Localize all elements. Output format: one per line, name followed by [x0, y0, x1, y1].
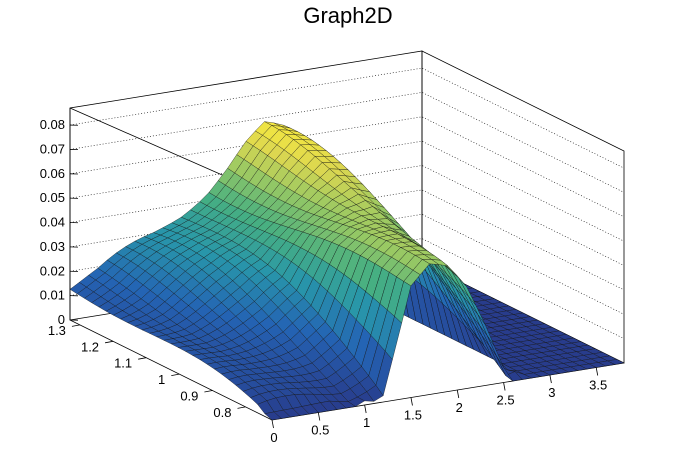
z-tick-label: 0.04	[40, 215, 65, 230]
x-tick-label: 2.5	[497, 393, 515, 408]
x-tick-mark	[595, 367, 599, 376]
y-tick-label: 1.3	[48, 323, 66, 338]
x-tick-label: 3	[548, 385, 555, 400]
z-tick-label: 0.01	[40, 288, 65, 303]
x-tick-mark	[317, 412, 321, 421]
surface-cell	[264, 411, 282, 421]
y-tick-mark	[204, 390, 213, 393]
z-tick-label: 0.02	[40, 263, 65, 278]
x-tick-mark	[271, 419, 274, 429]
z-grid-line	[69, 67, 625, 169]
y-tick-label: 0.9	[180, 388, 198, 403]
x-axis: 0 0.5 1 1.5 2 2.5 3 3.5	[270, 367, 607, 445]
z-tick-label: 0.07	[40, 141, 65, 156]
y-tick-label: 0.8	[213, 405, 231, 420]
x-tick-mark	[364, 404, 367, 414]
x-tick-label: 2	[456, 400, 463, 415]
x-tick-mark	[456, 389, 460, 399]
z-tick-label: 0.03	[40, 239, 65, 254]
y-tick-mark	[138, 357, 147, 360]
x-tick-mark	[410, 397, 413, 406]
chart-title: Graph2D	[303, 3, 392, 28]
y-tick-mark	[237, 406, 246, 409]
y-tick-label: 1.2	[81, 339, 99, 354]
y-tick-mark	[171, 373, 180, 376]
z-tick-label: 0.05	[40, 190, 65, 205]
x-tick-label: 0.5	[311, 423, 329, 438]
surface-mesh	[69, 121, 625, 421]
x-tick-label: 0	[270, 430, 277, 445]
x-tick-mark	[503, 382, 506, 391]
y-tick-label: 1	[158, 372, 165, 387]
z-tick-label: 0.08	[40, 117, 65, 132]
z-tick-label: 0	[58, 312, 65, 327]
y-axis: 0.8 0.9 1 1.1 1.2 1.3	[48, 323, 246, 420]
y-axis-line	[69, 319, 273, 421]
x-tick-label: 1	[363, 415, 370, 430]
x-tick-label: 1.5	[404, 408, 422, 423]
y-tick-mark	[71, 324, 81, 327]
y-tick-label: 1.1	[114, 356, 132, 371]
x-tick-mark	[549, 374, 552, 384]
x-tick-label: 3.5	[589, 378, 607, 393]
y-tick-mark	[104, 340, 114, 344]
z-axis: 0 0.01 0.02 0.03 0.04 0.05 0.06 0.07 0.08	[40, 117, 79, 327]
z-tick-label: 0.06	[40, 166, 65, 181]
